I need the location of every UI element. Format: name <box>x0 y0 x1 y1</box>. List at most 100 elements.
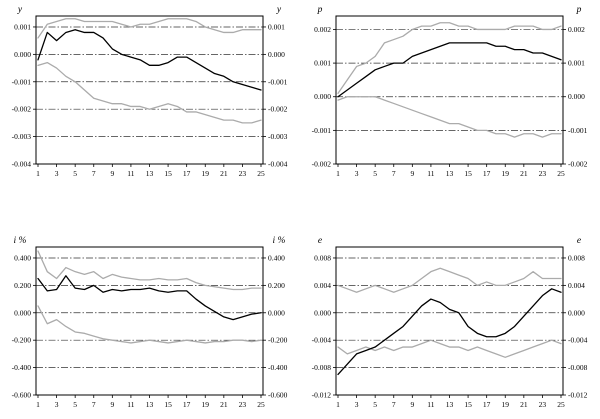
x-axis-tick-label: 13 <box>146 400 154 409</box>
panel-title-left: i % <box>14 236 27 246</box>
panel-title-right: i % <box>273 236 286 246</box>
series-line-response <box>37 275 262 321</box>
x-axis-tick-label: 5 <box>73 400 77 409</box>
x-axis-tick-label: 5 <box>373 169 377 178</box>
y-axis-tick-label-left: 0.000 <box>314 308 331 317</box>
y-axis-tick-label-left: 0.000 <box>314 92 331 101</box>
x-axis-tick-label: 23 <box>539 169 547 178</box>
x-axis-tick-label: 17 <box>483 169 491 178</box>
y-axis-tick-label-left: -0.002 <box>312 160 332 169</box>
y-axis-tick-label-right: -0.400 <box>268 363 288 372</box>
y-axis-tick-label-left: -0.008 <box>312 363 332 372</box>
x-axis-tick-label: 23 <box>239 400 247 409</box>
y-axis-tick-label-left: 0.000 <box>14 50 31 59</box>
panel-exchange-rate-e: 0.008 0.008 0.004 0.004 0.000 0.000 -0.004 -0.0… <box>300 233 600 418</box>
panel-title-left: e <box>318 236 322 246</box>
y-axis-tick-label-right: -0.003 <box>268 132 288 141</box>
y-axis-tick-label-right: 0.000 <box>568 308 585 317</box>
x-axis-tick-label: 19 <box>202 400 210 409</box>
y-axis-tick-label-left: 0.000 <box>14 308 31 317</box>
x-axis-tick-label: 21 <box>520 169 528 178</box>
y-axis-tick-label-right: -0.004 <box>568 336 588 345</box>
panel-output-y: 0.001 0.001 0.000 0.000 -0.001 -0.001 -0.002 -0… <box>0 2 300 187</box>
y-axis-tick-label-left: 0.200 <box>14 281 31 290</box>
plot-border <box>35 15 264 165</box>
x-axis-tick-label: 9 <box>410 169 414 178</box>
y-axis-tick-label-left: -0.004 <box>312 336 332 345</box>
y-axis-tick-label-right: -0.200 <box>268 336 288 345</box>
y-axis-tick-label-left: 0.001 <box>14 22 31 31</box>
x-axis-tick-label: 17 <box>183 169 191 178</box>
x-axis-tick-label: 21 <box>520 400 528 409</box>
series-line-response <box>337 288 562 376</box>
y-axis-tick-label-right: 0.001 <box>268 22 285 31</box>
panel-title-right: e <box>577 236 581 246</box>
x-axis-tick-label: 15 <box>164 169 172 178</box>
series-line-lower-confidence-band <box>337 96 562 138</box>
y-axis-tick-label-left: -0.012 <box>312 391 332 400</box>
x-axis-tick-label: 7 <box>392 400 396 409</box>
x-axis-tick-label: 3 <box>55 400 59 409</box>
x-axis-tick-label: 23 <box>239 169 247 178</box>
series-line-response <box>337 42 562 98</box>
chart-output-y: 0.001 0.001 0.000 0.000 -0.001 -0.001 -0.002 -0… <box>12 5 288 178</box>
x-axis-tick-label: 7 <box>92 169 96 178</box>
y-axis-tick-label-left: -0.002 <box>12 105 32 114</box>
y-axis-tick-label-right: -0.008 <box>568 363 588 372</box>
panel-title-right: y <box>276 5 282 15</box>
x-axis-tick-label: 11 <box>127 400 134 409</box>
y-axis-tick-label-left: 0.002 <box>314 25 331 34</box>
chart-exchange-rate-e: 0.008 0.008 0.004 0.004 0.000 0.000 -0.004 -0.0… <box>312 236 588 409</box>
x-axis-tick-label: 13 <box>146 169 154 178</box>
y-axis-tick-label-left: -0.001 <box>12 77 32 86</box>
series-line-upper-confidence-band <box>37 250 262 291</box>
y-axis-tick-label-right: -0.002 <box>268 105 288 114</box>
y-axis-tick-label-right: 0.004 <box>568 281 585 290</box>
panel-title-left: y <box>17 5 23 15</box>
x-axis-tick-label: 15 <box>164 400 172 409</box>
x-axis-tick-label: 1 <box>336 400 340 409</box>
x-axis-tick-label: 11 <box>427 400 434 409</box>
x-axis-tick-label: 7 <box>92 400 96 409</box>
x-axis-tick-label: 17 <box>183 400 191 409</box>
series-line-upper-confidence-band <box>337 22 562 95</box>
y-axis-tick-label-left: -0.400 <box>12 363 32 372</box>
x-axis-tick-label: 11 <box>127 169 134 178</box>
x-axis-tick-label: 25 <box>557 400 565 409</box>
plot-border <box>335 246 564 396</box>
plot-border <box>335 15 564 165</box>
y-axis-tick-label-left: 0.008 <box>314 253 331 262</box>
series-line-lower-confidence-band <box>337 339 562 358</box>
x-axis-tick-label: 7 <box>392 169 396 178</box>
x-axis-tick-label: 17 <box>483 400 491 409</box>
chart-prices-p: 0.002 0.002 0.001 0.001 0.000 0.000 -0.001 -0.0… <box>312 5 588 178</box>
x-axis-tick-label: 5 <box>73 169 77 178</box>
y-axis-tick-label-right: -0.002 <box>568 160 588 169</box>
x-axis-tick-label: 23 <box>539 400 547 409</box>
y-axis-tick-label-left: 0.400 <box>14 253 31 262</box>
x-axis-tick-label: 25 <box>557 169 565 178</box>
y-axis-tick-label-left: -0.004 <box>12 160 32 169</box>
y-axis-tick-label-right: -0.600 <box>268 391 288 400</box>
x-axis-tick-label: 21 <box>220 169 228 178</box>
x-axis-tick-label: 19 <box>202 169 210 178</box>
x-axis-tick-label: 3 <box>355 400 359 409</box>
y-axis-tick-label-right: 0.400 <box>268 253 285 262</box>
x-axis-tick-label: 21 <box>220 400 228 409</box>
x-axis-tick-label: 1 <box>36 400 40 409</box>
x-axis-tick-label: 13 <box>446 169 454 178</box>
x-axis-tick-label: 25 <box>257 169 265 178</box>
x-axis-tick-label: 19 <box>502 400 510 409</box>
chart-interest-rate-i: 0.400 0.400 0.200 0.200 0.000 0.000 -0.200 -0.2… <box>12 236 288 409</box>
x-axis-tick-label: 15 <box>464 169 472 178</box>
x-axis-tick-label: 3 <box>55 169 59 178</box>
series-line-response <box>37 29 262 91</box>
series-line-upper-confidence-band <box>37 18 262 39</box>
y-axis-tick-label-right: 0.001 <box>568 59 585 68</box>
x-axis-tick-label: 19 <box>502 169 510 178</box>
x-axis-tick-label: 9 <box>110 400 114 409</box>
y-axis-tick-label-right: 0.002 <box>568 25 585 34</box>
series-line-lower-confidence-band <box>37 61 262 124</box>
x-axis-tick-label: 1 <box>36 169 40 178</box>
